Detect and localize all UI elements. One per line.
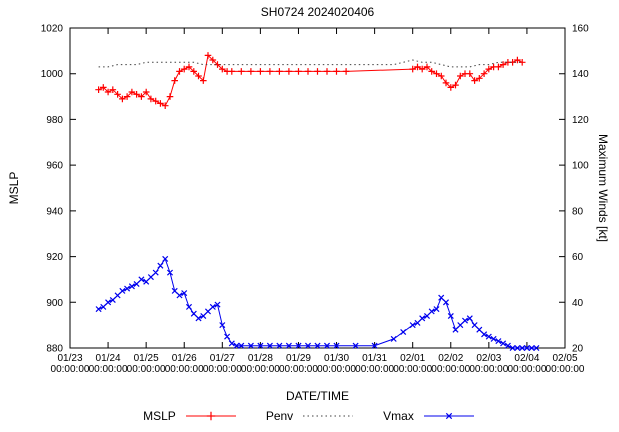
legend-label-mslp: MSLP (143, 409, 176, 423)
x-axis-label: DATE/TIME (285, 389, 350, 403)
cross-marker-icon (445, 412, 452, 420)
legend-sample-penv-line (303, 415, 354, 417)
y-axis-label-left: MSLP (7, 171, 21, 205)
svg-text:01/30: 01/30 (324, 353, 349, 364)
svg-text:02/04: 02/04 (514, 353, 539, 364)
svg-text:60: 60 (572, 252, 584, 263)
svg-text:01/23: 01/23 (57, 353, 82, 364)
svg-text:980: 980 (46, 115, 63, 126)
svg-text:00:00:00: 00:00:00 (507, 364, 546, 375)
legend-sample-vmax-line (423, 412, 474, 420)
svg-text:00:00:00: 00:00:00 (469, 364, 508, 375)
svg-text:02/02: 02/02 (438, 353, 463, 364)
svg-text:1020: 1020 (41, 24, 64, 35)
legend-sample-mslp-line (185, 411, 236, 421)
svg-text:01/25: 01/25 (134, 353, 159, 364)
svg-text:01/29: 01/29 (286, 353, 311, 364)
svg-text:120: 120 (572, 115, 589, 126)
svg-text:00:00:00: 00:00:00 (317, 364, 356, 375)
svg-text:00:00:00: 00:00:00 (165, 364, 204, 375)
legend-item-mslp: MSLP (143, 409, 238, 423)
svg-text:100: 100 (572, 161, 589, 172)
svg-text:900: 900 (46, 298, 63, 309)
svg-text:40: 40 (572, 298, 584, 309)
svg-text:01/26: 01/26 (172, 353, 197, 364)
chart-title: SH0724 2024020406 (260, 5, 375, 19)
svg-text:920: 920 (46, 252, 63, 263)
svg-text:00:00:00: 00:00:00 (89, 364, 128, 375)
svg-text:80: 80 (572, 206, 584, 217)
legend-item-vmax: Vmax (383, 409, 476, 423)
legend-label-vmax: Vmax (383, 409, 414, 423)
svg-text:00:00:00: 00:00:00 (241, 364, 280, 375)
svg-text:00:00:00: 00:00:00 (355, 364, 394, 375)
svg-text:00:00:00: 00:00:00 (431, 364, 470, 375)
y-axis-label-right: Maximum Winds [kt] (596, 133, 610, 243)
plus-marker-icon (206, 411, 216, 421)
svg-text:02/01: 02/01 (400, 353, 425, 364)
legend-label-penv: Penv (265, 409, 294, 423)
svg-text:00:00:00: 00:00:00 (127, 364, 166, 375)
chart-legend: MSLP Penv Vmax (0, 409, 619, 423)
svg-text:960: 960 (46, 161, 63, 172)
svg-text:1000: 1000 (41, 69, 64, 80)
svg-text:00:00:00: 00:00:00 (279, 364, 318, 375)
svg-text:00:00:00: 00:00:00 (203, 364, 242, 375)
legend-item-penv: Penv (266, 409, 355, 423)
svg-text:20: 20 (572, 344, 584, 355)
svg-text:940: 940 (46, 206, 63, 217)
svg-text:01/31: 01/31 (362, 353, 387, 364)
svg-text:01/28: 01/28 (248, 353, 273, 364)
svg-text:02/05: 02/05 (552, 353, 577, 364)
svg-text:160: 160 (572, 24, 589, 35)
svg-text:02/03: 02/03 (476, 353, 501, 364)
svg-text:140: 140 (572, 69, 589, 80)
svg-text:00:00:00: 00:00:00 (51, 364, 90, 375)
svg-text:00:00:00: 00:00:00 (393, 364, 432, 375)
svg-text:01/24: 01/24 (96, 353, 121, 364)
svg-text:01/27: 01/27 (210, 353, 235, 364)
svg-text:880: 880 (46, 344, 63, 355)
svg-text:00:00:00: 00:00:00 (546, 364, 585, 375)
